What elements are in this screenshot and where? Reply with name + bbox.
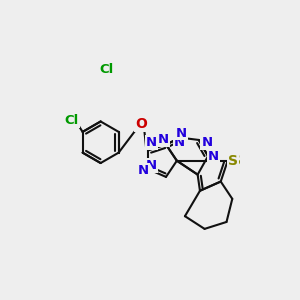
Text: S: S bbox=[228, 154, 238, 168]
Text: O: O bbox=[135, 117, 147, 131]
Text: O: O bbox=[135, 117, 147, 131]
Text: Cl: Cl bbox=[99, 63, 113, 76]
Text: N: N bbox=[138, 164, 149, 177]
Text: N: N bbox=[146, 136, 157, 149]
Text: N: N bbox=[176, 127, 187, 140]
Text: N: N bbox=[146, 159, 157, 172]
Text: N: N bbox=[208, 150, 219, 163]
Text: S: S bbox=[231, 154, 242, 168]
Text: N: N bbox=[201, 136, 212, 149]
Text: N: N bbox=[174, 136, 185, 149]
Text: Cl: Cl bbox=[65, 114, 79, 127]
Text: N: N bbox=[158, 134, 169, 146]
